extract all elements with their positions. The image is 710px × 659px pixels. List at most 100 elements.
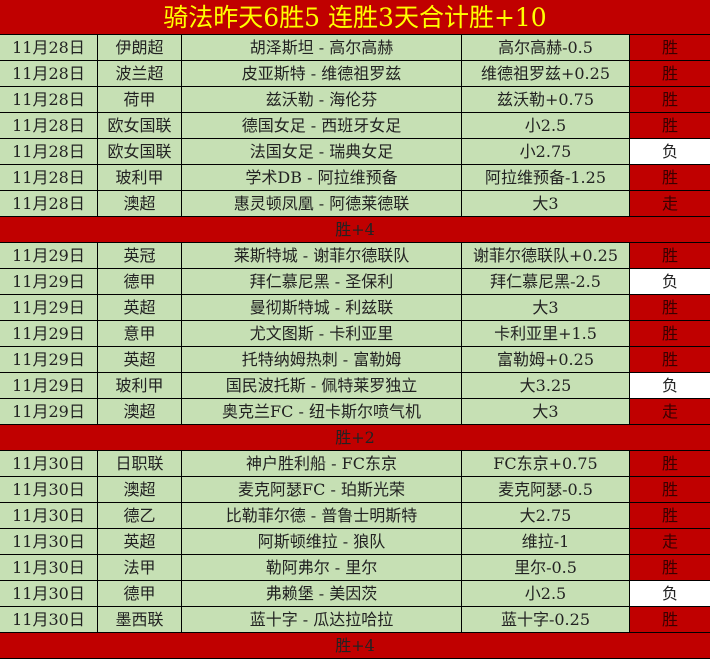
league-cell: 荷甲 [98, 87, 182, 112]
table-row: 11月29日 澳超 奥克兰FC - 纽卡斯尔喷气机 大3 走 [0, 399, 710, 425]
bet-cell: 麦克阿瑟-0.5 [462, 477, 630, 502]
result-cell: 胜 [630, 477, 710, 502]
league-cell: 玻利甲 [98, 373, 182, 398]
league-cell: 玻利甲 [98, 165, 182, 190]
table-row: 11月30日 日职联 神户胜利船 - FC东京 FC东京+0.75 胜 [0, 451, 710, 477]
match-cell: 神户胜利船 - FC东京 [182, 451, 462, 476]
date-cell: 11月30日 [0, 581, 98, 606]
match-cell: 曼彻斯特城 - 利兹联 [182, 295, 462, 320]
result-cell: 胜 [630, 451, 710, 476]
date-cell: 11月28日 [0, 191, 98, 216]
match-cell: 胡泽斯坦 - 高尔高赫 [182, 35, 462, 60]
bet-cell: 维拉-1 [462, 529, 630, 554]
bet-cell: 兹沃勒+0.75 [462, 87, 630, 112]
table-row: 11月29日 英超 托特纳姆热刺 - 富勒姆 富勒姆+0.25 胜 [0, 347, 710, 373]
bet-cell: 卡利亚里+1.5 [462, 321, 630, 346]
result-cell: 走 [630, 191, 710, 216]
match-cell: 拜仁慕尼黑 - 圣保利 [182, 269, 462, 294]
table-row: 11月28日 波兰超 皮亚斯特 - 维德祖罗兹 维德祖罗兹+0.25 胜 [0, 61, 710, 87]
league-cell: 伊朗超 [98, 35, 182, 60]
date-cell: 11月30日 [0, 555, 98, 580]
result-cell: 胜 [630, 35, 710, 60]
bet-cell: 高尔高赫-0.5 [462, 35, 630, 60]
league-cell: 英超 [98, 529, 182, 554]
table-row: 11月30日 德甲 弗赖堡 - 美因茨 小2.5 负 [0, 581, 710, 607]
match-cell: 惠灵顿凤凰 - 阿德莱德联 [182, 191, 462, 216]
result-cell: 胜 [630, 113, 710, 138]
match-cell: 尤文图斯 - 卡利亚里 [182, 321, 462, 346]
day-summary: 胜+4 [0, 217, 710, 243]
date-cell: 11月28日 [0, 87, 98, 112]
league-cell: 波兰超 [98, 61, 182, 86]
date-cell: 11月29日 [0, 295, 98, 320]
league-cell: 墨西联 [98, 607, 182, 632]
bet-cell: 维德祖罗兹+0.25 [462, 61, 630, 86]
bet-cell: 蓝十字-0.25 [462, 607, 630, 632]
bet-cell: 大3.25 [462, 373, 630, 398]
bet-cell: 拜仁慕尼黑-2.5 [462, 269, 630, 294]
match-cell: 莱斯特城 - 谢菲尔德联队 [182, 243, 462, 268]
match-cell: 弗赖堡 - 美因茨 [182, 581, 462, 606]
league-cell: 日职联 [98, 451, 182, 476]
table-row: 11月30日 墨西联 蓝十字 - 瓜达拉哈拉 蓝十字-0.25 胜 [0, 607, 710, 633]
league-cell: 德乙 [98, 503, 182, 528]
date-cell: 11月29日 [0, 373, 98, 398]
table-row: 11月28日 玻利甲 学术DB - 阿拉维预备 阿拉维预备-1.25 胜 [0, 165, 710, 191]
date-cell: 11月29日 [0, 269, 98, 294]
day-summary: 胜+4 [0, 633, 710, 659]
date-cell: 11月30日 [0, 477, 98, 502]
table-row: 11月30日 法甲 勒阿弗尔 - 里尔 里尔-0.5 胜 [0, 555, 710, 581]
date-cell: 11月30日 [0, 529, 98, 554]
league-cell: 德甲 [98, 581, 182, 606]
match-cell: 麦克阿瑟FC - 珀斯光荣 [182, 477, 462, 502]
bet-cell: 大3 [462, 191, 630, 216]
bet-cell: 富勒姆+0.25 [462, 347, 630, 372]
match-cell: 奥克兰FC - 纽卡斯尔喷气机 [182, 399, 462, 424]
bet-cell: 谢菲尔德联队+0.25 [462, 243, 630, 268]
league-cell: 澳超 [98, 399, 182, 424]
date-cell: 11月29日 [0, 347, 98, 372]
league-cell: 英冠 [98, 243, 182, 268]
result-cell: 胜 [630, 503, 710, 528]
result-cell: 胜 [630, 347, 710, 372]
table-row: 11月28日 欧女国联 法国女足 - 瑞典女足 小2.75 负 [0, 139, 710, 165]
bet-cell: 小2.75 [462, 139, 630, 164]
match-cell: 国民波托斯 - 佩特莱罗独立 [182, 373, 462, 398]
bet-cell: FC东京+0.75 [462, 451, 630, 476]
date-cell: 11月30日 [0, 503, 98, 528]
result-cell: 走 [630, 529, 710, 554]
league-cell: 欧女国联 [98, 139, 182, 164]
league-cell: 澳超 [98, 191, 182, 216]
match-cell: 德国女足 - 西班牙女足 [182, 113, 462, 138]
table-row: 11月28日 荷甲 兹沃勒 - 海伦芬 兹沃勒+0.75 胜 [0, 87, 710, 113]
date-cell: 11月30日 [0, 451, 98, 476]
match-cell: 阿斯顿维拉 - 狼队 [182, 529, 462, 554]
result-cell: 负 [630, 269, 710, 294]
table-row: 11月28日 伊朗超 胡泽斯坦 - 高尔高赫 高尔高赫-0.5 胜 [0, 35, 710, 61]
date-cell: 11月29日 [0, 321, 98, 346]
table-row: 11月28日 澳超 惠灵顿凤凰 - 阿德莱德联 大3 走 [0, 191, 710, 217]
date-cell: 11月28日 [0, 113, 98, 138]
league-cell: 法甲 [98, 555, 182, 580]
date-cell: 11月28日 [0, 139, 98, 164]
match-cell: 皮亚斯特 - 维德祖罗兹 [182, 61, 462, 86]
match-cell: 比勒菲尔德 - 普鲁士明斯特 [182, 503, 462, 528]
date-cell: 11月30日 [0, 607, 98, 632]
bet-cell: 小2.5 [462, 113, 630, 138]
match-cell: 兹沃勒 - 海伦芬 [182, 87, 462, 112]
result-cell: 负 [630, 373, 710, 398]
result-cell: 负 [630, 139, 710, 164]
league-cell: 意甲 [98, 321, 182, 346]
bet-cell: 大3 [462, 399, 630, 424]
result-cell: 胜 [630, 321, 710, 346]
table-row: 11月29日 意甲 尤文图斯 - 卡利亚里 卡利亚里+1.5 胜 [0, 321, 710, 347]
result-cell: 胜 [630, 295, 710, 320]
table-row: 11月29日 玻利甲 国民波托斯 - 佩特莱罗独立 大3.25 负 [0, 373, 710, 399]
table-row: 11月29日 德甲 拜仁慕尼黑 - 圣保利 拜仁慕尼黑-2.5 负 [0, 269, 710, 295]
result-cell: 胜 [630, 61, 710, 86]
bet-cell: 里尔-0.5 [462, 555, 630, 580]
day-summary: 胜+2 [0, 425, 710, 451]
page-title: 骑法昨天6胜5 连胜3天合计胜+10 [0, 0, 710, 35]
results-table: 11月28日 伊朗超 胡泽斯坦 - 高尔高赫 高尔高赫-0.5 胜 11月28日 波兰超 皮亚… [0, 35, 710, 659]
result-cell: 胜 [630, 243, 710, 268]
